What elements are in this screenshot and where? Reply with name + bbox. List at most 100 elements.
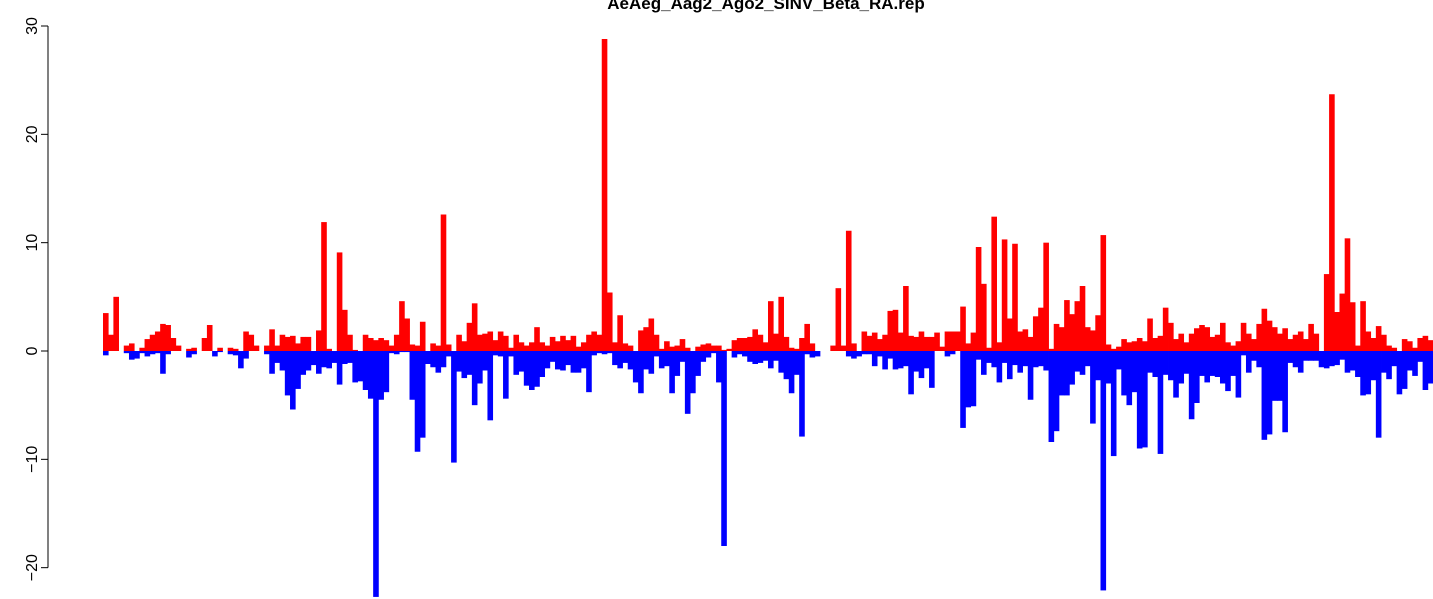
bar-red — [1303, 339, 1309, 351]
bar-red — [419, 321, 426, 351]
bar-red — [944, 331, 951, 351]
bar-red — [539, 342, 546, 351]
bar-blue — [393, 351, 400, 355]
bar-blue — [918, 351, 925, 379]
bar-red — [1027, 336, 1034, 351]
bar-blue — [1261, 351, 1268, 440]
bar-red — [435, 345, 442, 351]
bar-blue — [944, 351, 951, 357]
bar-blue — [658, 351, 665, 369]
bar-red — [534, 327, 540, 351]
y-axis: −20 −10 0 10 20 30 — [24, 17, 49, 581]
bar-red — [960, 306, 966, 351]
bar-red — [1064, 300, 1070, 351]
bar-red — [492, 340, 499, 351]
bar-blue — [1095, 351, 1101, 381]
bar-red — [1038, 307, 1044, 351]
bar-blue — [975, 351, 982, 360]
bar-red — [1292, 334, 1299, 351]
chart-title: AeAeg_Aag2_Ago2_SINV_Beta_RA.rep — [607, 0, 924, 13]
bar-blue — [674, 351, 681, 376]
bar-blue — [866, 351, 873, 355]
bar-blue — [445, 351, 452, 357]
bar-blue — [679, 351, 686, 362]
bar-red — [497, 331, 504, 351]
bar-blue — [970, 351, 977, 407]
bar-blue — [341, 351, 348, 364]
bar-blue — [1412, 351, 1418, 376]
bar-blue — [731, 351, 738, 358]
bar-blue — [638, 351, 644, 394]
y-tick-label: −20 — [24, 554, 41, 581]
bar-red — [128, 343, 135, 351]
bar-blue — [965, 351, 972, 408]
bar-red — [232, 348, 239, 351]
bar-red — [1079, 286, 1086, 351]
bar-blue — [399, 351, 405, 353]
bar-red — [456, 334, 462, 351]
bar-red — [627, 345, 634, 351]
bar-red — [388, 345, 395, 351]
bar-blue — [1297, 351, 1304, 373]
bar-blue — [705, 351, 712, 358]
bar-red — [1126, 342, 1133, 351]
bar-blue — [1001, 351, 1008, 363]
bar-blue — [762, 351, 769, 361]
bar-red — [170, 338, 177, 351]
bar-blue — [778, 351, 784, 373]
y-tick-label: −10 — [24, 446, 41, 473]
bar-blue — [871, 351, 878, 367]
bar-red — [1323, 274, 1330, 351]
bar-red — [1131, 341, 1138, 351]
bar-blue — [627, 351, 634, 370]
bar-blue — [1323, 351, 1330, 369]
bar-red — [1230, 345, 1236, 351]
bar-blue — [128, 351, 135, 360]
bar-blue — [487, 351, 494, 421]
bar-blue — [560, 351, 566, 371]
bar-blue — [274, 351, 281, 363]
bar-blue — [809, 351, 816, 358]
bar-blue — [710, 351, 717, 354]
bar-red — [1251, 339, 1257, 351]
bar-red — [1152, 338, 1159, 351]
bar-red — [1116, 346, 1122, 351]
bar-red — [975, 247, 982, 351]
bar-red — [264, 345, 270, 351]
bar-red — [186, 348, 192, 351]
bar-blue — [949, 351, 956, 355]
bar-red — [845, 230, 852, 351]
bar-red — [154, 331, 161, 351]
bar-blue — [1251, 351, 1257, 361]
bar-blue — [1235, 351, 1242, 398]
bar-red — [1329, 94, 1335, 351]
bar-blue — [1032, 351, 1039, 368]
bar-red — [300, 336, 307, 351]
bar-blue — [596, 351, 603, 354]
bar-blue — [227, 351, 234, 355]
bar-red — [606, 292, 613, 351]
bar-blue — [1069, 351, 1075, 385]
bar-blue — [425, 351, 431, 364]
bar-blue — [1308, 351, 1314, 361]
bar-red — [383, 340, 390, 351]
bar-red — [316, 330, 322, 351]
bar-blue — [414, 351, 421, 452]
bar-red — [1386, 345, 1392, 351]
bar-red — [1157, 335, 1164, 351]
bar-blue — [284, 351, 291, 396]
bar-red — [586, 334, 592, 351]
bar-red — [1168, 322, 1174, 351]
bar-red — [835, 288, 842, 351]
bar-red — [1100, 235, 1107, 351]
bar-blue — [695, 351, 701, 376]
bar-red — [1012, 243, 1018, 351]
bar-blue — [1126, 351, 1133, 406]
bar-blue — [1131, 351, 1138, 393]
bar-red — [793, 348, 800, 351]
bar-blue — [1183, 351, 1190, 374]
bar-blue — [1271, 351, 1278, 401]
bar-red — [1048, 348, 1055, 351]
bar-red — [477, 334, 483, 351]
bar-blue — [1043, 351, 1049, 371]
